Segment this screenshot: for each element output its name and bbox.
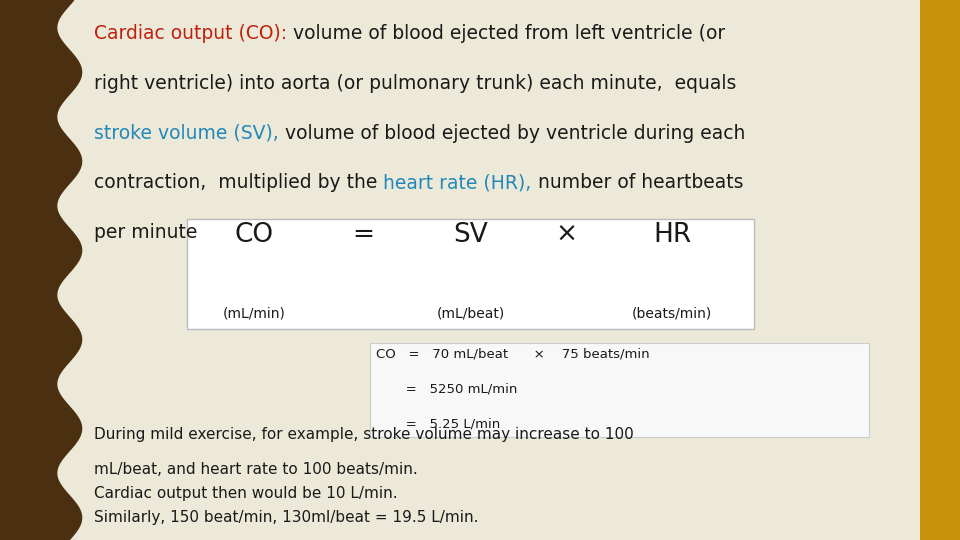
Text: Similarly, 150 beat/min, 130ml/beat = 19.5 L/min.: Similarly, 150 beat/min, 130ml/beat = 19… <box>94 510 479 525</box>
Text: stroke volume (SV),: stroke volume (SV), <box>94 124 278 143</box>
Text: right ventricle) into aorta (or pulmonary trunk) each minute,  equals: right ventricle) into aorta (or pulmonar… <box>94 74 736 93</box>
Text: HR: HR <box>653 222 691 248</box>
FancyBboxPatch shape <box>370 343 869 437</box>
Text: number of heartbeats: number of heartbeats <box>532 173 743 192</box>
Text: Cardiac output (CO):: Cardiac output (CO): <box>94 24 293 43</box>
Text: During mild exercise, for example, stroke volume may increase to 100: During mild exercise, for example, strok… <box>94 427 634 442</box>
Text: contraction,  multiplied by the: contraction, multiplied by the <box>94 173 383 192</box>
Text: ×: × <box>555 222 578 248</box>
Text: per minute: per minute <box>94 223 198 242</box>
Text: SV: SV <box>453 222 488 248</box>
Text: =   5.25 L/min: = 5.25 L/min <box>376 417 500 430</box>
Text: heart rate (HR),: heart rate (HR), <box>383 173 532 192</box>
Bar <box>920 0 960 540</box>
Text: =   5250 mL/min: = 5250 mL/min <box>376 382 517 395</box>
Text: mL/beat, and heart rate to 100 beats/min.: mL/beat, and heart rate to 100 beats/min… <box>94 462 418 477</box>
Text: (beats/min): (beats/min) <box>632 306 712 320</box>
Text: CO: CO <box>235 222 274 248</box>
Text: Cardiac output then would be 10 L/min.: Cardiac output then would be 10 L/min. <box>94 486 397 501</box>
Text: volume of blood ejected by ventricle during each: volume of blood ejected by ventricle dur… <box>278 124 745 143</box>
Text: (mL/beat): (mL/beat) <box>436 306 505 320</box>
Polygon shape <box>0 0 82 540</box>
Text: =: = <box>352 222 373 248</box>
FancyBboxPatch shape <box>187 219 754 329</box>
Text: volume of blood ejected from left ventricle (or: volume of blood ejected from left ventri… <box>293 24 726 43</box>
Text: (mL/min): (mL/min) <box>223 306 286 320</box>
Text: CO   =   70 mL/beat      ×    75 beats/min: CO = 70 mL/beat × 75 beats/min <box>376 347 650 360</box>
